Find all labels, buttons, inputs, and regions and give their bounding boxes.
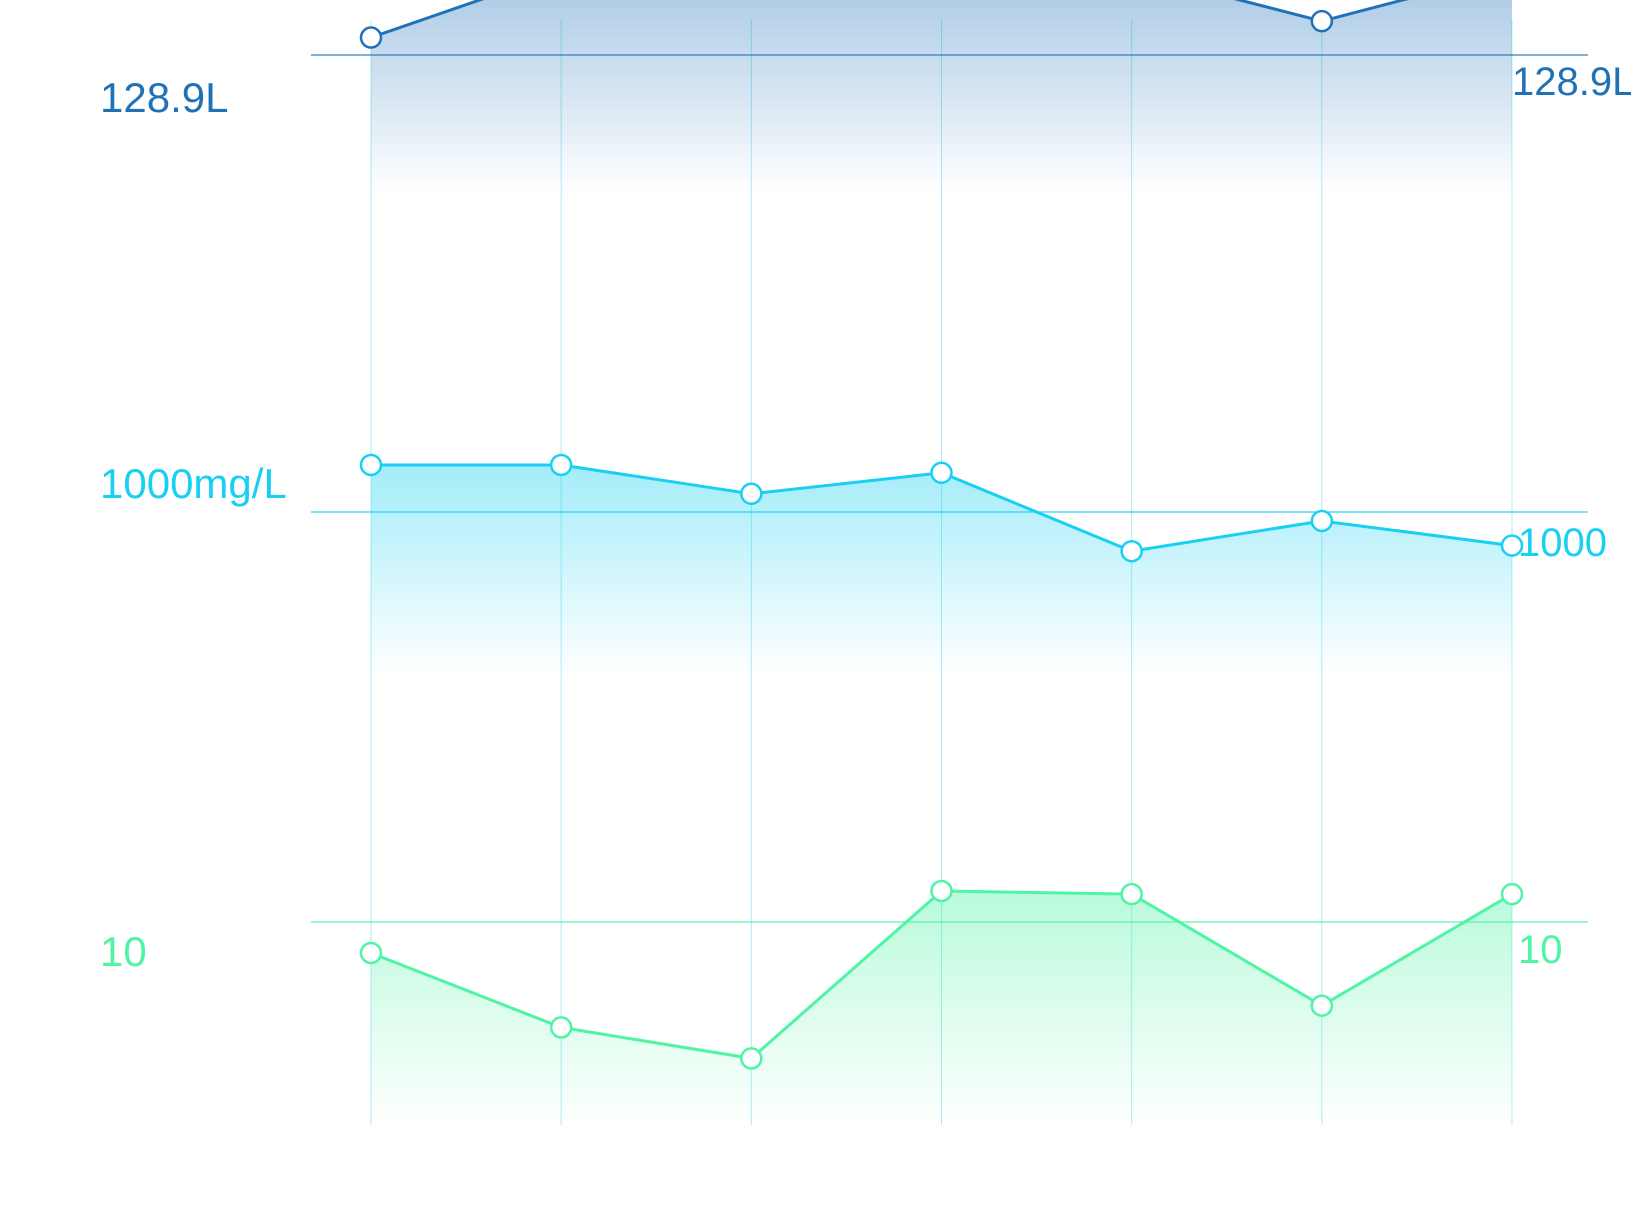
data-point — [1310, 509, 1334, 533]
data-point — [549, 1016, 573, 1039]
area-fills — [371, 0, 1512, 1125]
axis-label-right: 128.9L — [1512, 60, 1631, 104]
data-point — [549, 453, 573, 477]
data-point — [740, 482, 763, 506]
axis-label-left: 10 — [100, 928, 147, 975]
data-point — [930, 879, 953, 903]
data-point — [1500, 882, 1524, 906]
area-fill-bottom — [371, 891, 1512, 1125]
value-labels: 128.9L 128.9L 1000mg/L 1000 10 10 — [100, 60, 1631, 975]
data-point — [740, 1047, 763, 1070]
data-point — [1120, 882, 1143, 906]
data-point — [359, 26, 383, 49]
area-fill-middle — [371, 464, 1512, 675]
reference-lines — [311, 54, 1588, 923]
data-point — [1310, 994, 1334, 1017]
data-point — [1500, 534, 1524, 557]
axis-label-right: 1000 — [1518, 521, 1607, 565]
axis-label-right: 10 — [1518, 928, 1563, 972]
axis-label-left: 1000mg/L — [100, 460, 287, 507]
series-points — [359, 9, 1524, 1070]
data-point — [1120, 539, 1143, 563]
area-fill-top — [371, 0, 1512, 195]
axis-label-left: 128.9L — [100, 74, 228, 121]
data-point — [1310, 9, 1334, 33]
data-point — [359, 941, 383, 965]
data-point — [930, 461, 953, 485]
data-point — [359, 453, 383, 477]
